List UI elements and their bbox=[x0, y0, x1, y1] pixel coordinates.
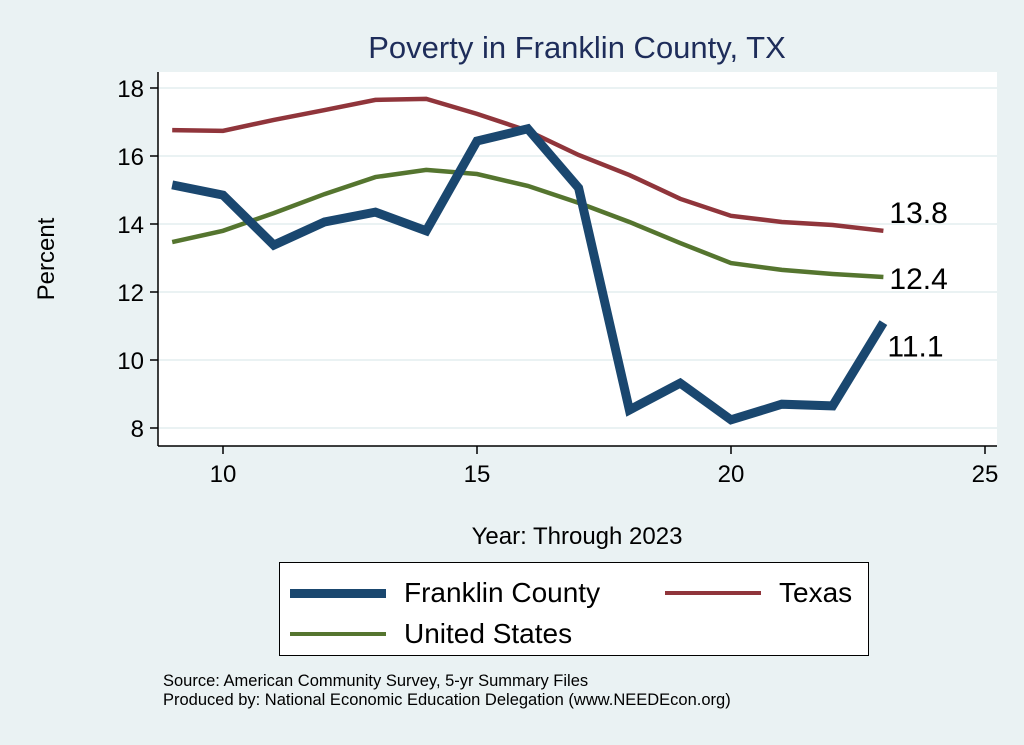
legend-label: United States bbox=[404, 618, 573, 649]
chart-title: Poverty in Franklin County, TX bbox=[368, 30, 786, 65]
series-line-united-states bbox=[171, 167, 884, 280]
end-value-label: 11.1 bbox=[887, 331, 943, 364]
series-line-franklin-county bbox=[171, 123, 888, 425]
legend-item-us: United States bbox=[290, 618, 572, 650]
y-tick-label: 8 bbox=[131, 416, 144, 443]
x-axis-label: Year: Through 2023 bbox=[472, 523, 683, 550]
legend-item-franklin: Franklin County bbox=[290, 577, 600, 609]
y-tick-label: 14 bbox=[117, 212, 144, 239]
y-tick-label: 18 bbox=[117, 76, 144, 103]
legend-label: Franklin County bbox=[404, 577, 601, 608]
x-tick-label: 15 bbox=[464, 461, 491, 488]
y-tick-label: 10 bbox=[117, 348, 144, 375]
legend-label: Texas bbox=[779, 577, 853, 608]
produced-note: Produced by: National Economic Education… bbox=[163, 691, 731, 709]
end-value-label: 13.8 bbox=[889, 197, 947, 230]
legend: Franklin County Texas United States bbox=[279, 562, 869, 656]
plot-area bbox=[158, 72, 997, 446]
legend-swatch bbox=[290, 631, 386, 637]
legend-swatch bbox=[665, 590, 761, 596]
y-axis-label: Percent bbox=[33, 217, 60, 300]
legend-item-texas: Texas bbox=[665, 577, 852, 609]
x-tick-label: 20 bbox=[718, 461, 745, 488]
end-value-label: 12.4 bbox=[889, 263, 947, 296]
legend-swatch bbox=[290, 588, 386, 598]
y-tick-label: 12 bbox=[117, 280, 144, 307]
x-tick-label: 25 bbox=[972, 461, 999, 488]
y-tick-label: 16 bbox=[117, 144, 144, 171]
source-note: Source: American Community Survey, 5-yr … bbox=[163, 672, 589, 690]
x-tick-label: 10 bbox=[210, 461, 237, 488]
